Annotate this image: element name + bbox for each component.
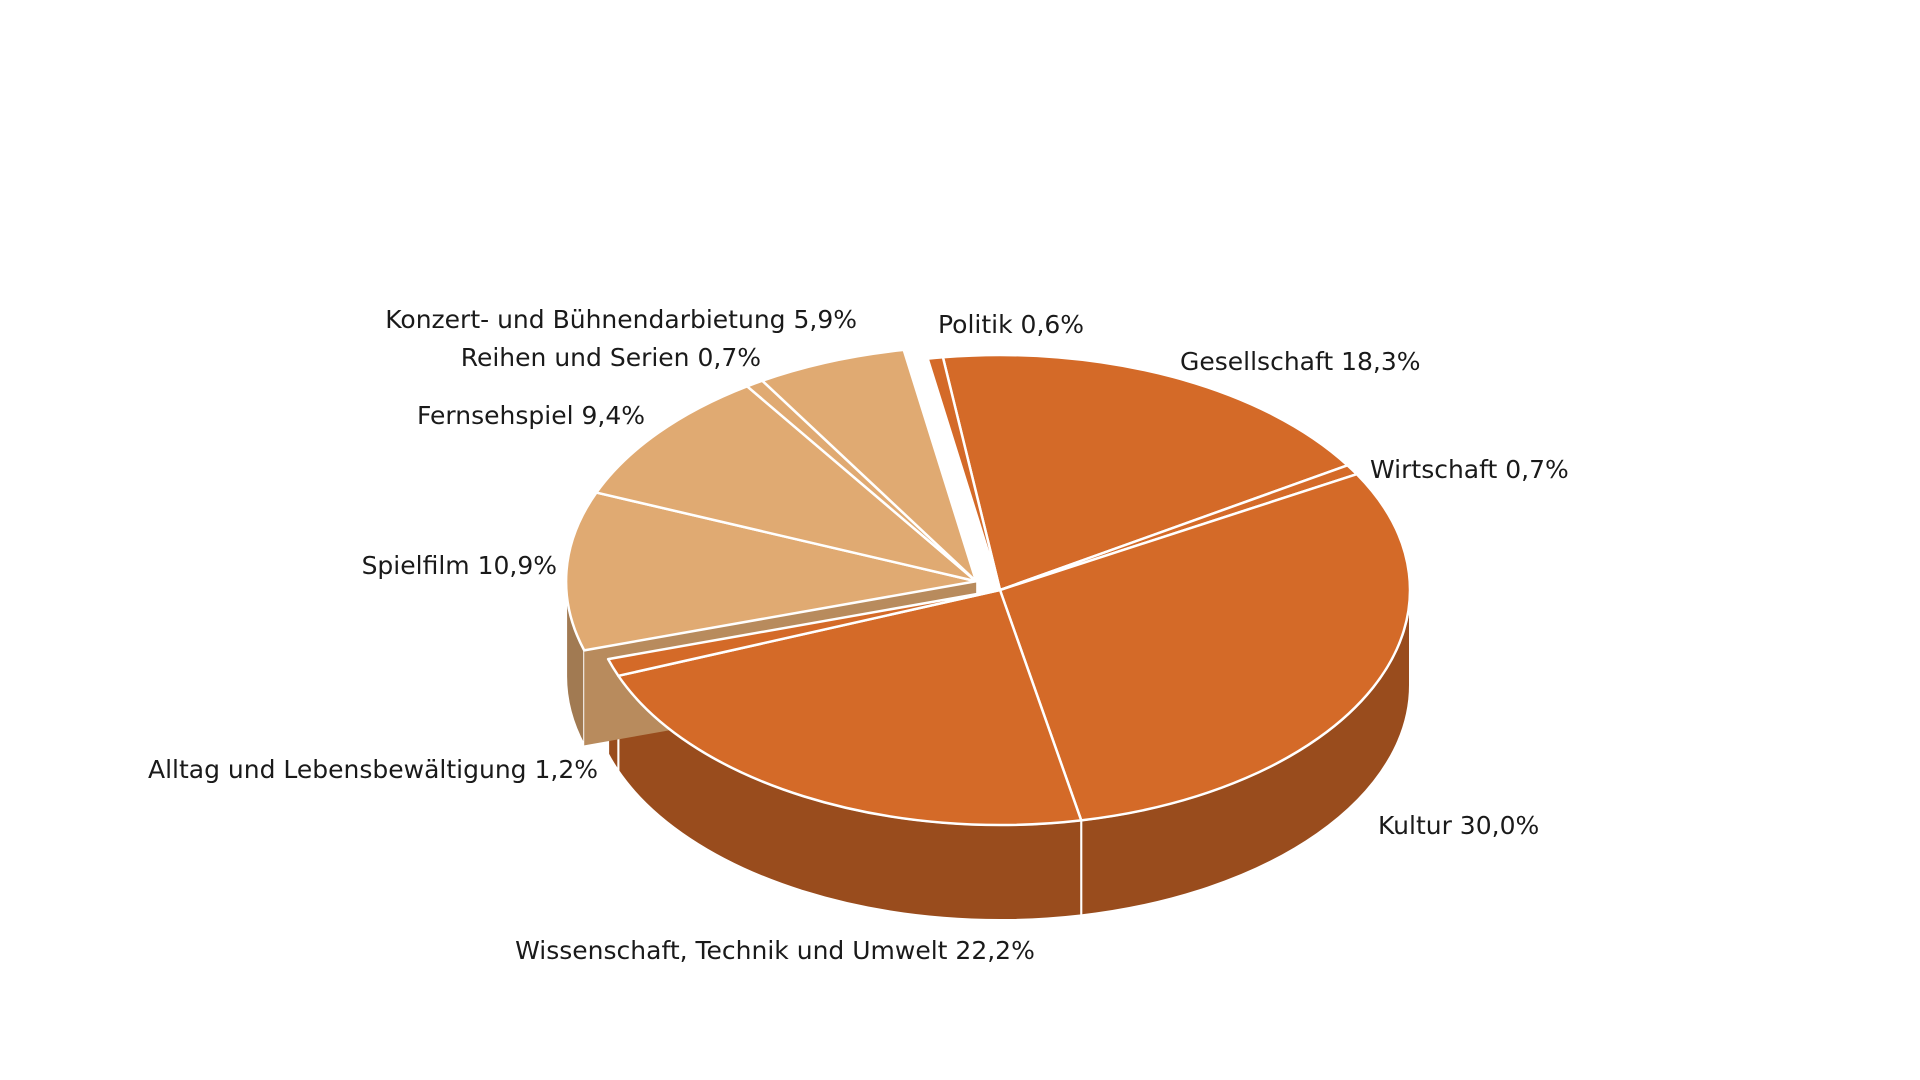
slice-label: Konzert- und Bühnendarbietung 5,9% [385,305,857,334]
pie-slice-4 [606,588,1002,678]
slice-label: Wissenschaft, Technik und Umwelt 22,2% [515,936,1035,965]
pie-slice-9 [926,356,1002,592]
pie-slice-2 [998,472,1412,822]
slice-label: Alltag und Lebensbewältigung 1,2% [148,755,598,784]
pie-slice-3 [617,588,1083,827]
slice-label: Reihen und Serien 0,7% [461,343,761,372]
slice-label: Kultur 30,0% [1378,811,1539,840]
pie-slice-5 [564,491,978,652]
slice-label: Politik 0,6% [938,310,1084,339]
pie-labels: Gesellschaft 18,3% Wirtschaft 0,7% Kultur … [148,305,1569,965]
slice-label: Fernsehspiel 9,4% [417,401,645,430]
pie-slice-8 [761,348,978,583]
pie-slice-0 [941,353,1349,592]
slice-label: Gesellschaft 18,3% [1180,347,1421,376]
slice-label: Spielfilm 10,9% [362,551,557,580]
pie-tops [564,348,1412,827]
slice-label: Wirtschaft 0,7% [1370,455,1569,484]
pie-slices [564,348,1412,921]
pie-slice-6 [595,385,978,583]
